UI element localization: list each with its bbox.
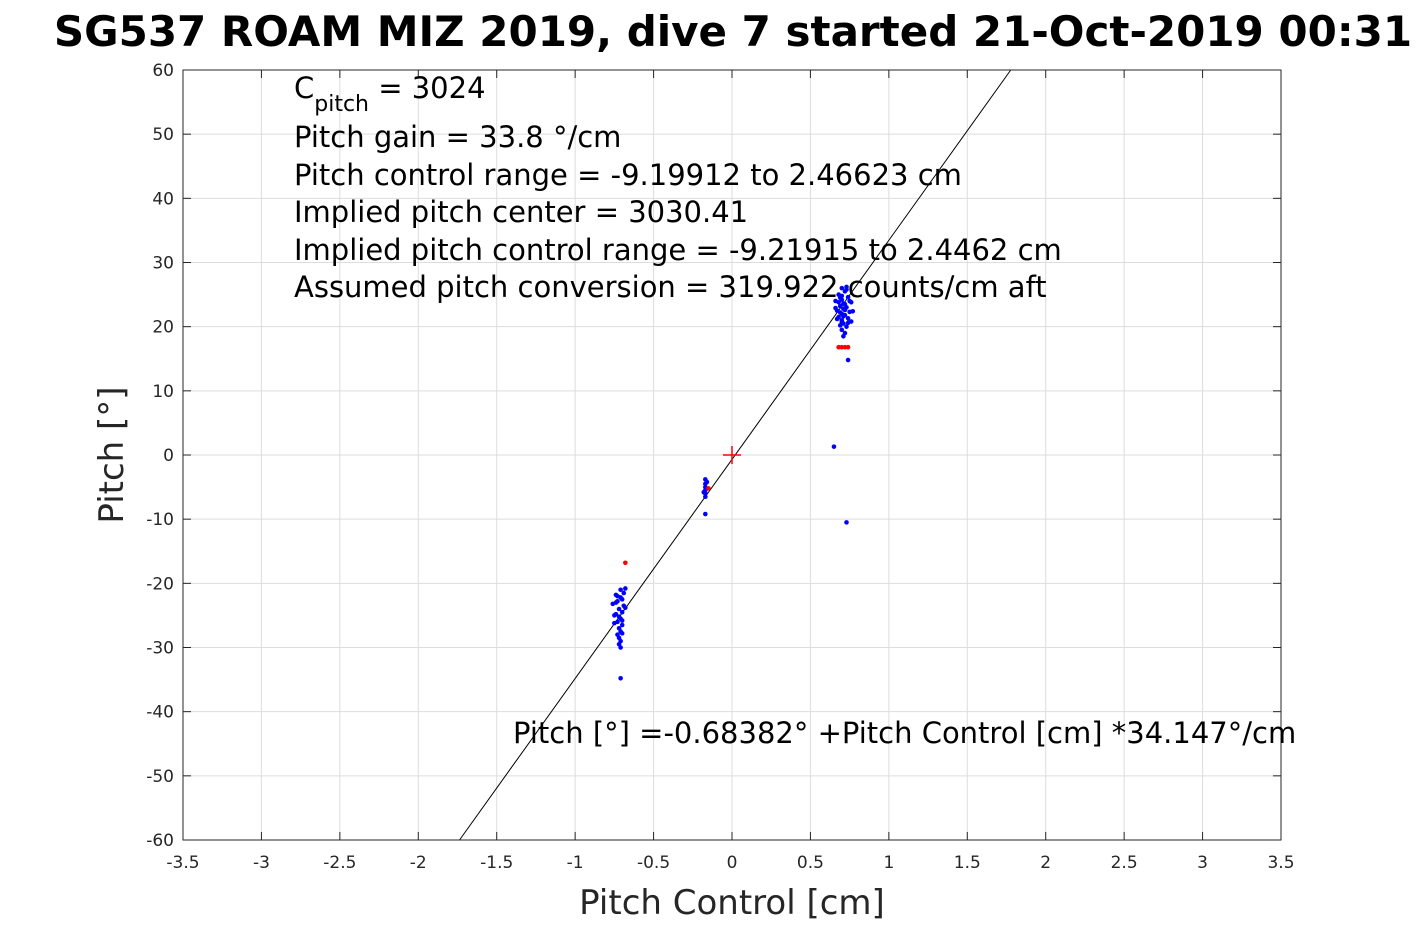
- center-marker-group: [723, 446, 741, 464]
- data-point-blue: [841, 301, 846, 306]
- data-point-red: [706, 486, 711, 491]
- implied-pitch-control-range-label: Implied pitch control range = -9.21915 t…: [294, 233, 1062, 267]
- fit-equation-label: Pitch [°] =-0.68382° +Pitch Control [cm]…: [513, 716, 1296, 750]
- x-tick-label: -3: [253, 853, 270, 873]
- x-tick-label: -0.5: [637, 853, 670, 873]
- data-point-blue: [704, 479, 710, 485]
- x-tick-label: 0.5: [797, 853, 824, 873]
- data-point-blue: [837, 295, 843, 301]
- data-point-blue: [618, 676, 623, 681]
- y-tick-label: 60: [152, 61, 174, 81]
- pitch-control-range-label: Pitch control range = -9.19912 to 2.4662…: [294, 158, 962, 192]
- y-tick-label: 10: [152, 382, 174, 402]
- data-point-blue: [845, 294, 851, 300]
- data-point-blue: [619, 609, 625, 615]
- annotation-block: Cpitch = 3024 Pitch gain = 33.8 °/cm Pit…: [294, 71, 1062, 304]
- data-point-blue: [613, 611, 619, 617]
- y-tick-label: 30: [152, 254, 174, 274]
- y-tick-label: -20: [146, 574, 174, 594]
- x-tick-label: -1.5: [480, 853, 513, 873]
- x-tick-label: 0: [727, 853, 738, 873]
- data-point-blue: [837, 310, 843, 315]
- data-point-blue: [610, 601, 616, 607]
- data-point-blue: [618, 595, 623, 600]
- data-point-blue: [623, 586, 628, 591]
- y-tick-label: 20: [152, 318, 174, 338]
- data-point-blue: [839, 319, 845, 325]
- data-point-red: [845, 344, 851, 350]
- x-tick-label: 2: [1040, 853, 1051, 873]
- data-point-blue: [844, 520, 849, 525]
- points: [610, 284, 856, 681]
- x-tick-label: -2: [410, 853, 427, 873]
- y-tick-label: -10: [146, 510, 174, 530]
- data-point-blue: [613, 592, 619, 598]
- data-point-blue: [615, 599, 620, 604]
- y-tick-label: -40: [146, 703, 174, 723]
- data-point-blue: [703, 494, 708, 500]
- y-axis: -60 -50 -40 -30 -20 -10 0 10 20 30 40 50 60: [146, 61, 1281, 851]
- assumed-pitch-conversion-label: Assumed pitch conversion = 319.922 count…: [294, 270, 1047, 304]
- y-tick-label: -50: [146, 767, 174, 787]
- data-point-blue: [612, 620, 617, 626]
- cpitch-base: C: [294, 71, 314, 105]
- data-point-blue: [618, 645, 623, 650]
- data-point-blue: [616, 614, 622, 619]
- data-point-blue: [845, 320, 851, 326]
- data-point-blue: [839, 285, 845, 291]
- data-point-blue: [701, 489, 707, 495]
- cpitch-value: = 3024: [369, 71, 486, 105]
- x-tick-label: 3: [1197, 853, 1208, 873]
- x-tick-label: -3.5: [166, 853, 199, 873]
- pitch-gain-label: Pitch gain = 33.8 °/cm: [294, 120, 621, 154]
- x-tick-label: 1: [883, 853, 894, 873]
- cpitch-subscript: pitch: [314, 92, 369, 117]
- y-axis-label: Pitch [°]: [92, 386, 132, 523]
- x-tick-label: -2.5: [323, 853, 356, 873]
- data-point-blue: [619, 631, 625, 636]
- data-point-blue: [836, 299, 841, 305]
- data-point-blue: [845, 357, 851, 363]
- y-tick-label: 0: [163, 446, 174, 466]
- data-point-blue: [850, 308, 856, 314]
- y-tick-label: -30: [146, 639, 174, 659]
- x-tick-label: 3.5: [1267, 853, 1294, 873]
- data-point-blue: [844, 284, 849, 290]
- data-point-blue: [623, 605, 628, 611]
- x-tick-label: 1.5: [954, 853, 981, 873]
- data-point-blue: [619, 618, 625, 623]
- x-axis: -3.5 -3 -2.5 -2 -1.5 -1 -0.5 0 0.5 1 1.5 2 2.5 3 3.5: [166, 70, 1295, 873]
- y-tick-label: 40: [152, 189, 174, 209]
- data-point-blue: [616, 606, 622, 612]
- x-tick-label: 2.5: [1111, 853, 1138, 873]
- data-point-blue: [844, 324, 849, 329]
- data-point-blue: [847, 298, 852, 304]
- data-point-blue: [831, 444, 837, 449]
- chart-title: SG537 ROAM MIZ 2019, dive 7 started 21-O…: [54, 7, 1412, 56]
- y-tick-label: 50: [152, 125, 174, 145]
- data-point-blue: [841, 333, 846, 339]
- data-point-red: [623, 560, 628, 566]
- implied-pitch-center-label: Implied pitch center = 3030.41: [294, 195, 748, 229]
- data-point-blue: [833, 305, 838, 311]
- data-point-blue: [842, 307, 848, 313]
- data-point-blue: [703, 511, 708, 517]
- data-point-blue: [845, 316, 851, 321]
- data-point-blue: [621, 590, 627, 596]
- cpitch-label: Cpitch = 3024: [294, 71, 486, 117]
- data-point-blue: [841, 314, 846, 319]
- data-point-blue: [839, 327, 845, 333]
- y-tick-label: -60: [146, 831, 174, 851]
- data-point-blue: [837, 303, 843, 309]
- data-point-blue: [834, 316, 840, 322]
- x-axis-label: Pitch Control [cm]: [579, 883, 885, 923]
- x-tick-label: -1: [567, 853, 584, 873]
- data-point-blue: [619, 622, 625, 628]
- data-point-blue: [618, 587, 623, 593]
